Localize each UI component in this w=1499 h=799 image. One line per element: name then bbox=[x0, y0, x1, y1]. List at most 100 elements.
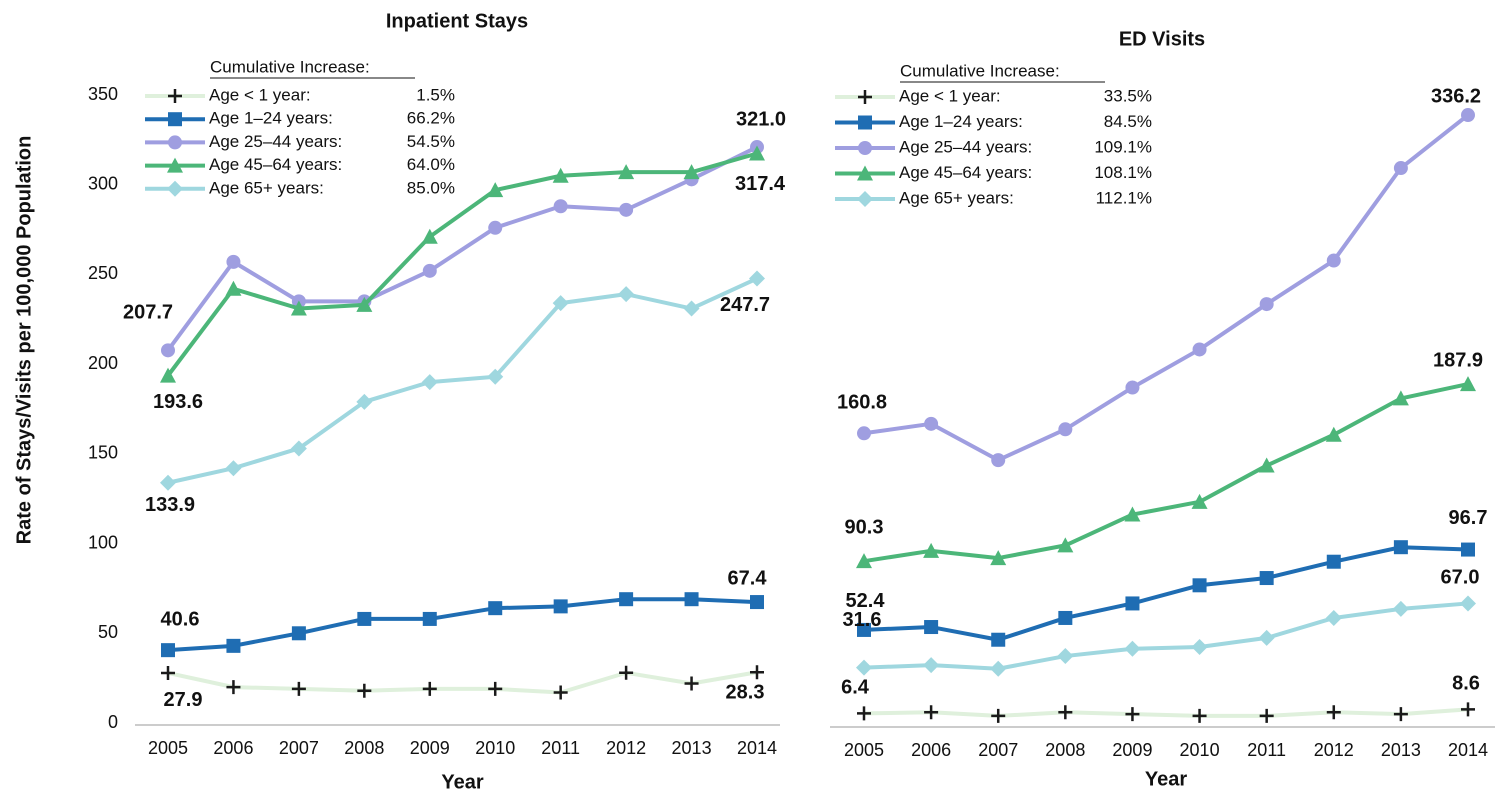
marker bbox=[168, 89, 182, 103]
data-label: 8.6 bbox=[1452, 673, 1480, 695]
marker bbox=[924, 416, 939, 431]
marker bbox=[749, 145, 765, 161]
legend-increase: 64.0% bbox=[407, 155, 455, 174]
marker bbox=[1258, 629, 1275, 646]
marker bbox=[487, 368, 504, 385]
marker bbox=[1392, 600, 1409, 617]
marker bbox=[1258, 457, 1275, 473]
data-label: 27.9 bbox=[164, 689, 203, 711]
marker bbox=[1393, 161, 1408, 176]
x-tick-label: 2009 bbox=[410, 738, 450, 758]
marker bbox=[1393, 540, 1408, 555]
data-label: 321.0 bbox=[736, 108, 786, 130]
marker bbox=[858, 115, 872, 130]
chart-title: Inpatient Stays bbox=[386, 10, 528, 32]
marker bbox=[684, 592, 699, 607]
marker bbox=[290, 440, 307, 457]
marker bbox=[1326, 554, 1341, 569]
marker bbox=[856, 553, 872, 569]
y-tick-label: 350 bbox=[88, 84, 118, 104]
panel: Inpatient Stays Year 0 50 100 150 200 250 300 350… bbox=[88, 10, 786, 793]
x-tick-label: 2008 bbox=[344, 738, 384, 758]
data-label: 193.6 bbox=[153, 391, 203, 413]
marker bbox=[750, 595, 764, 610]
marker bbox=[226, 254, 241, 269]
marker bbox=[1057, 537, 1074, 553]
marker bbox=[356, 296, 373, 312]
data-label: 67.4 bbox=[728, 567, 768, 589]
marker bbox=[161, 643, 175, 658]
x-tick-label: 2008 bbox=[1045, 740, 1085, 760]
marker bbox=[168, 135, 182, 150]
marker bbox=[160, 367, 176, 383]
data-label: 96.7 bbox=[1449, 507, 1488, 529]
marker bbox=[923, 657, 940, 674]
marker bbox=[1326, 705, 1341, 720]
legend-increase: 108.1% bbox=[1094, 163, 1152, 182]
marker bbox=[161, 665, 175, 680]
marker bbox=[1058, 610, 1073, 625]
marker bbox=[290, 300, 307, 316]
marker bbox=[1058, 705, 1073, 720]
data-label: 207.7 bbox=[123, 302, 173, 324]
marker bbox=[167, 157, 183, 173]
marker bbox=[1460, 595, 1476, 612]
series: 160.8 336.2 bbox=[837, 85, 1481, 468]
legend-increase: 84.5% bbox=[1104, 112, 1152, 131]
marker bbox=[991, 453, 1006, 468]
marker bbox=[1326, 253, 1341, 268]
series: 6.4 8.6 bbox=[841, 673, 1480, 723]
marker bbox=[161, 343, 175, 358]
legend-label: Age 65+ years: bbox=[209, 178, 324, 197]
data-label: 67.0 bbox=[1441, 567, 1480, 589]
x-tick-label: 2005 bbox=[844, 740, 884, 760]
x-tick-label: 2014 bbox=[1448, 740, 1488, 760]
series-line bbox=[167, 276, 758, 485]
legend-title: Cumulative Increase: bbox=[900, 61, 1060, 80]
marker bbox=[991, 708, 1006, 723]
marker bbox=[553, 685, 568, 700]
legend-label: Age 1–24 years: bbox=[899, 112, 1023, 131]
marker bbox=[1125, 707, 1140, 722]
series: 27.9 28.3 bbox=[161, 665, 764, 711]
marker bbox=[1057, 648, 1074, 665]
marker bbox=[357, 683, 372, 698]
marker bbox=[1191, 638, 1208, 655]
marker bbox=[421, 374, 438, 391]
marker bbox=[488, 220, 503, 235]
marker bbox=[683, 300, 700, 317]
marker bbox=[1125, 380, 1140, 395]
x-tick-label: 2006 bbox=[213, 738, 253, 758]
chart-title: ED Visits bbox=[1119, 28, 1205, 50]
x-tick-label: 2012 bbox=[606, 738, 646, 758]
marker bbox=[923, 542, 940, 558]
marker bbox=[618, 286, 635, 303]
marker bbox=[488, 601, 503, 616]
y-tick-label: 100 bbox=[88, 532, 118, 552]
series-line bbox=[863, 707, 1469, 718]
y-tick-label: 250 bbox=[88, 263, 118, 283]
data-label: 52.4 bbox=[846, 590, 886, 612]
x-tick-label: 2006 bbox=[911, 740, 951, 760]
data-label: 90.3 bbox=[845, 516, 884, 538]
marker bbox=[167, 180, 183, 197]
marker bbox=[1259, 571, 1274, 586]
marker bbox=[1461, 542, 1475, 557]
x-tick-label: 2005 bbox=[148, 738, 188, 758]
legend-increase: 33.5% bbox=[1104, 86, 1152, 105]
series-line bbox=[863, 601, 1469, 671]
marker bbox=[619, 592, 634, 607]
legend-label: Age 25–44 years: bbox=[209, 132, 342, 151]
x-axis-label: Year bbox=[1145, 768, 1187, 790]
data-label: 160.8 bbox=[837, 392, 887, 414]
marker bbox=[1392, 390, 1409, 406]
data-label: 336.2 bbox=[1431, 85, 1481, 107]
series-line bbox=[863, 113, 1470, 463]
x-tick-label: 2010 bbox=[1180, 740, 1220, 760]
x-tick-label: 2009 bbox=[1112, 740, 1152, 760]
legend-title: Cumulative Increase: bbox=[210, 57, 370, 76]
marker bbox=[421, 228, 438, 244]
marker bbox=[553, 199, 568, 214]
x-tick-label: 2013 bbox=[672, 738, 712, 758]
